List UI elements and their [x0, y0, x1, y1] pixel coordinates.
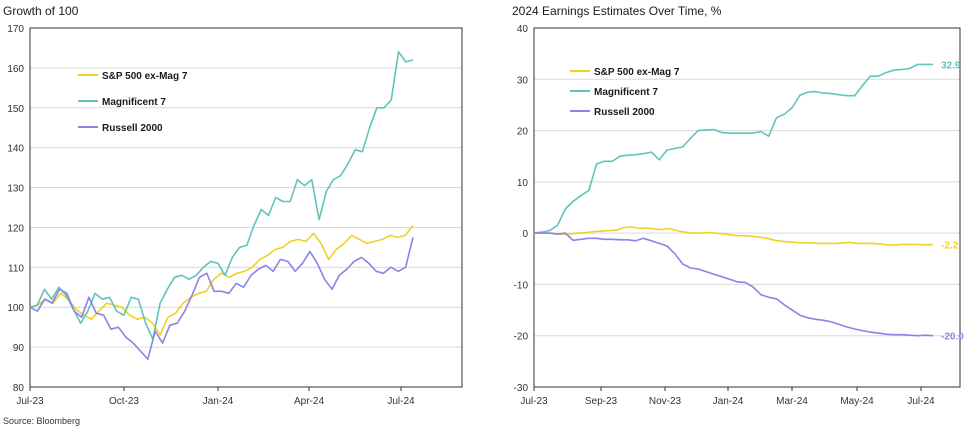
growth-chart: 80 90 100 110 120 130 140 150 160 170 Jul-23 Oct-23…	[7, 24, 463, 407]
left-x-tick-label: Apr-24	[294, 396, 324, 407]
right-series-line-0	[534, 226, 934, 246]
right-x-tick-label: Jul-24	[907, 396, 935, 407]
left-series-line-1	[29, 51, 414, 340]
left-y-tick-label: 120	[7, 223, 24, 234]
left-legend-label: Magnificent 7	[102, 97, 166, 108]
left-y-tick-label: 140	[7, 144, 24, 155]
earnings-chart: -30 -20 -10 0 10 20 30 40 Jul-23 Sep-23 Nov-23 Jan-…	[514, 24, 965, 407]
right-y-tick-label: 40	[517, 24, 529, 35]
left-x-tick-label: Jul-24	[387, 396, 415, 407]
left-series-line-2	[29, 237, 414, 360]
right-x-tick-label: Nov-23	[649, 396, 682, 407]
left-y-tick-label: 130	[7, 184, 24, 195]
right-x-tick-label: Jul-23	[520, 396, 548, 407]
right-x-tick-label: Sep-23	[585, 396, 618, 407]
left-legend-label: S&P 500 ex-Mag 7	[102, 71, 188, 82]
left-y-tick-label: 100	[7, 303, 24, 314]
left-series-line-0	[29, 224, 414, 336]
left-x-tick-label: Oct-23	[109, 396, 139, 407]
right-end-label: -20.0	[941, 332, 964, 343]
right-y-tick-label: -30	[514, 383, 529, 394]
right-series-line-2	[534, 232, 934, 337]
right-x-tick-label: Mar-24	[776, 396, 808, 407]
right-series-line-1	[533, 63, 933, 234]
right-end-label: -2.2	[941, 240, 959, 251]
right-y-tick-label: 20	[517, 127, 529, 138]
left-y-tick-label: 110	[8, 263, 24, 274]
left-y-tick-label: 170	[7, 24, 24, 35]
right-y-tick-label: 0	[522, 229, 528, 240]
left-y-tick-label: 150	[7, 104, 24, 115]
right-legend-label: Magnificent 7	[594, 87, 658, 98]
source-note: Source: Bloomberg	[3, 416, 81, 426]
left-x-tick-label: Jul-23	[16, 396, 44, 407]
left-x-tick-label: Jan-24	[203, 396, 234, 407]
left-legend-label: Russell 2000	[102, 123, 163, 134]
right-y-tick-label: -20	[514, 332, 529, 343]
right-x-tick-label: May-24	[840, 396, 874, 407]
right-legend-label: S&P 500 ex-Mag 7	[594, 67, 680, 78]
right-legend-label: Russell 2000	[594, 107, 655, 118]
left-y-tick-label: 80	[13, 383, 25, 394]
left-y-tick-label: 90	[13, 343, 25, 354]
right-x-tick-label: Jan-24	[713, 396, 744, 407]
right-y-tick-label: 30	[517, 75, 529, 86]
right-y-tick-label: 10	[517, 178, 529, 189]
right-end-label: 32.9	[941, 60, 961, 71]
right-y-tick-label: -10	[514, 280, 529, 291]
right-chart-title: 2024 Earnings Estimates Over Time, %	[512, 4, 722, 18]
left-chart-title: Growth of 100	[3, 4, 79, 18]
right-plot-frame	[533, 27, 961, 388]
left-plot-frame	[29, 27, 463, 388]
left-y-tick-label: 160	[7, 64, 24, 75]
